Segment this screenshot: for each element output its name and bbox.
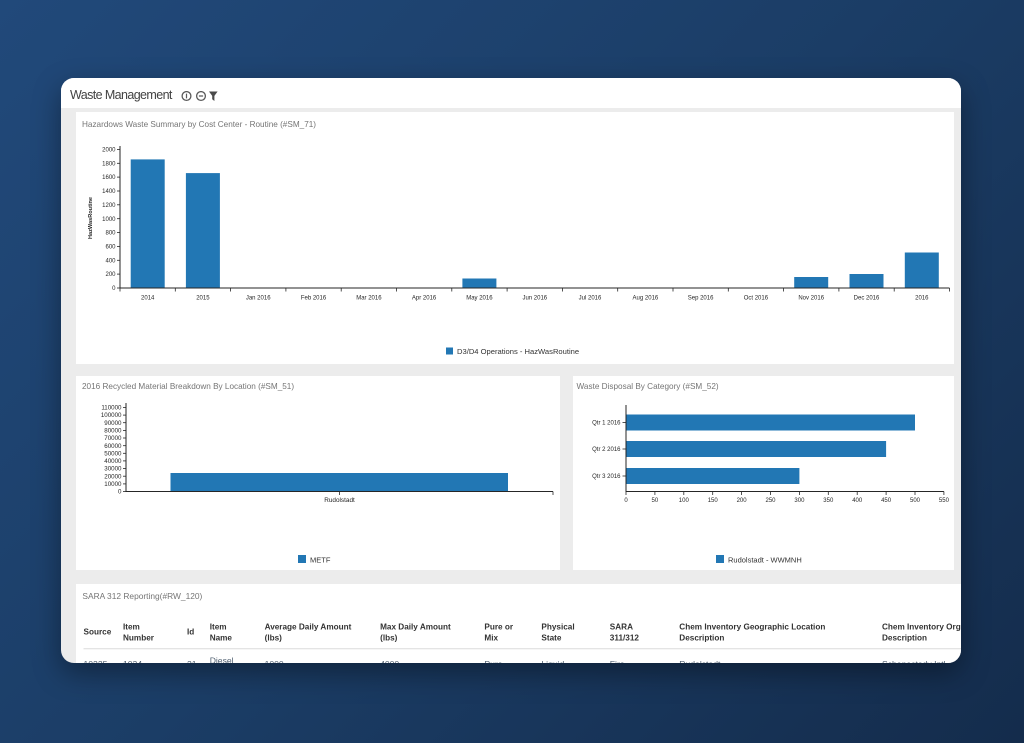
svg-text:100: 100 — [679, 498, 690, 504]
svg-text:Physical: Physical — [541, 622, 574, 631]
svg-text:0: 0 — [112, 286, 116, 292]
svg-text:Name: Name — [210, 633, 233, 642]
svg-text:Nov 2016: Nov 2016 — [798, 296, 824, 302]
svg-text:Jul 2016: Jul 2016 — [579, 296, 602, 302]
svg-text:Qtr 3 2016: Qtr 3 2016 — [592, 474, 621, 480]
svg-text:Description: Description — [679, 633, 724, 642]
svg-text:150: 150 — [708, 498, 719, 504]
svg-text:Sep 2016: Sep 2016 — [688, 296, 714, 302]
svg-text:1600: 1600 — [102, 175, 116, 181]
svg-text:Chem Inventory Geographic Loca: Chem Inventory Geographic Location — [679, 622, 825, 631]
svg-text:HazWasRoutine: HazWasRoutine — [88, 197, 94, 239]
svg-text:400: 400 — [105, 258, 116, 264]
svg-text:Aug 2016: Aug 2016 — [633, 296, 659, 302]
svg-text:50: 50 — [652, 498, 659, 504]
svg-text:2015: 2015 — [196, 296, 210, 302]
svg-text:SARA: SARA — [610, 622, 633, 631]
svg-text:1034: 1034 — [123, 659, 142, 663]
svg-text:Pure or: Pure or — [484, 622, 513, 631]
svg-text:Rudolstadt - WWMNH: Rudolstadt - WWMNH — [728, 556, 802, 565]
svg-text:Pure: Pure — [484, 659, 502, 663]
svg-text:1800: 1800 — [102, 161, 116, 167]
svg-text:300: 300 — [794, 498, 805, 504]
svg-text:1000: 1000 — [102, 217, 116, 223]
svg-text:60000: 60000 — [104, 443, 122, 450]
svg-text:Chem Inventory Org: Chem Inventory Org — [882, 622, 961, 631]
svg-text:Fire: Fire — [610, 659, 625, 663]
svg-text:600: 600 — [105, 245, 116, 251]
svg-text:100000: 100000 — [101, 412, 122, 419]
svg-text:Schenectady Intl: Schenectady Intl — [882, 659, 946, 663]
svg-text:Mix: Mix — [484, 633, 498, 642]
svg-text:110000: 110000 — [101, 405, 122, 412]
svg-text:Source: Source — [84, 627, 112, 636]
svg-text:Item: Item — [123, 622, 140, 631]
svg-text:4000: 4000 — [380, 659, 399, 663]
svg-text:State: State — [541, 633, 561, 642]
svg-text:21: 21 — [187, 659, 197, 663]
svg-text:(lbs): (lbs) — [265, 633, 283, 642]
svg-text:70000: 70000 — [104, 435, 122, 442]
svg-text:1400: 1400 — [102, 189, 116, 195]
svg-text:10000: 10000 — [104, 481, 122, 488]
svg-text:0: 0 — [624, 498, 628, 504]
svg-text:90000: 90000 — [104, 420, 122, 427]
svg-text:500: 500 — [910, 498, 921, 504]
svg-text:Oct 2016: Oct 2016 — [744, 296, 769, 302]
svg-text:Diesel: Diesel — [210, 656, 234, 664]
svg-text:SARA 312 Reporting(#RW_120): SARA 312 Reporting(#RW_120) — [82, 591, 202, 601]
svg-text:Liquid: Liquid — [541, 659, 564, 663]
svg-text:10225: 10225 — [84, 659, 108, 663]
svg-text:2016: 2016 — [915, 296, 929, 302]
svg-text:250: 250 — [765, 498, 776, 504]
svg-text:Item: Item — [210, 622, 227, 631]
svg-text:Apr 2016: Apr 2016 — [412, 296, 437, 302]
svg-text:Rudolstadt: Rudolstadt — [679, 659, 721, 663]
svg-text:80000: 80000 — [104, 427, 122, 434]
svg-text:Mar 2016: Mar 2016 — [356, 296, 382, 302]
svg-text:D3/D4 Operations - HazWasRouti: D3/D4 Operations - HazWasRoutine — [457, 347, 579, 356]
svg-text:(lbs): (lbs) — [380, 633, 398, 642]
svg-text:METF: METF — [310, 556, 331, 565]
svg-text:1200: 1200 — [102, 203, 116, 209]
svg-text:200: 200 — [737, 498, 748, 504]
svg-text:Jan 2016: Jan 2016 — [246, 296, 271, 302]
svg-text:Id: Id — [187, 627, 194, 636]
svg-text:800: 800 — [105, 231, 116, 237]
svg-text:Feb 2016: Feb 2016 — [301, 296, 327, 302]
svg-text:550: 550 — [939, 498, 950, 504]
svg-text:Dec 2016: Dec 2016 — [854, 296, 880, 302]
svg-text:2016 Recycled Material Breakdo: 2016 Recycled Material Breakdown By Loca… — [82, 382, 294, 391]
svg-text:Jun 2016: Jun 2016 — [522, 296, 547, 302]
svg-text:1000: 1000 — [265, 659, 284, 663]
svg-text:Average Daily Amount: Average Daily Amount — [265, 622, 352, 631]
svg-text:450: 450 — [881, 498, 892, 504]
svg-text:2014: 2014 — [141, 296, 155, 302]
svg-text:311/312: 311/312 — [610, 633, 640, 642]
svg-text:30000: 30000 — [104, 466, 122, 473]
svg-text:Hazardows Waste Summary by Cos: Hazardows Waste Summary by Cost Center -… — [82, 120, 316, 129]
svg-text:Waste Disposal By Category (#S: Waste Disposal By Category (#SM_52) — [577, 382, 719, 391]
svg-text:Description: Description — [882, 633, 927, 642]
svg-text:Number: Number — [123, 633, 155, 642]
svg-text:40000: 40000 — [104, 458, 122, 465]
svg-text:Max Daily Amount: Max Daily Amount — [380, 622, 451, 631]
svg-text:Qtr 1 2016: Qtr 1 2016 — [592, 421, 621, 427]
svg-text:50000: 50000 — [104, 450, 122, 457]
svg-text:20000: 20000 — [104, 473, 122, 480]
svg-text:May 2016: May 2016 — [466, 296, 493, 302]
svg-text:400: 400 — [852, 498, 863, 504]
svg-text:Qtr 2 2016: Qtr 2 2016 — [592, 447, 621, 453]
svg-text:200: 200 — [105, 272, 116, 278]
svg-text:0: 0 — [118, 489, 122, 496]
svg-text:Rudolstadt: Rudolstadt — [324, 497, 355, 504]
svg-text:2000: 2000 — [102, 148, 116, 154]
svg-text:350: 350 — [823, 498, 834, 504]
